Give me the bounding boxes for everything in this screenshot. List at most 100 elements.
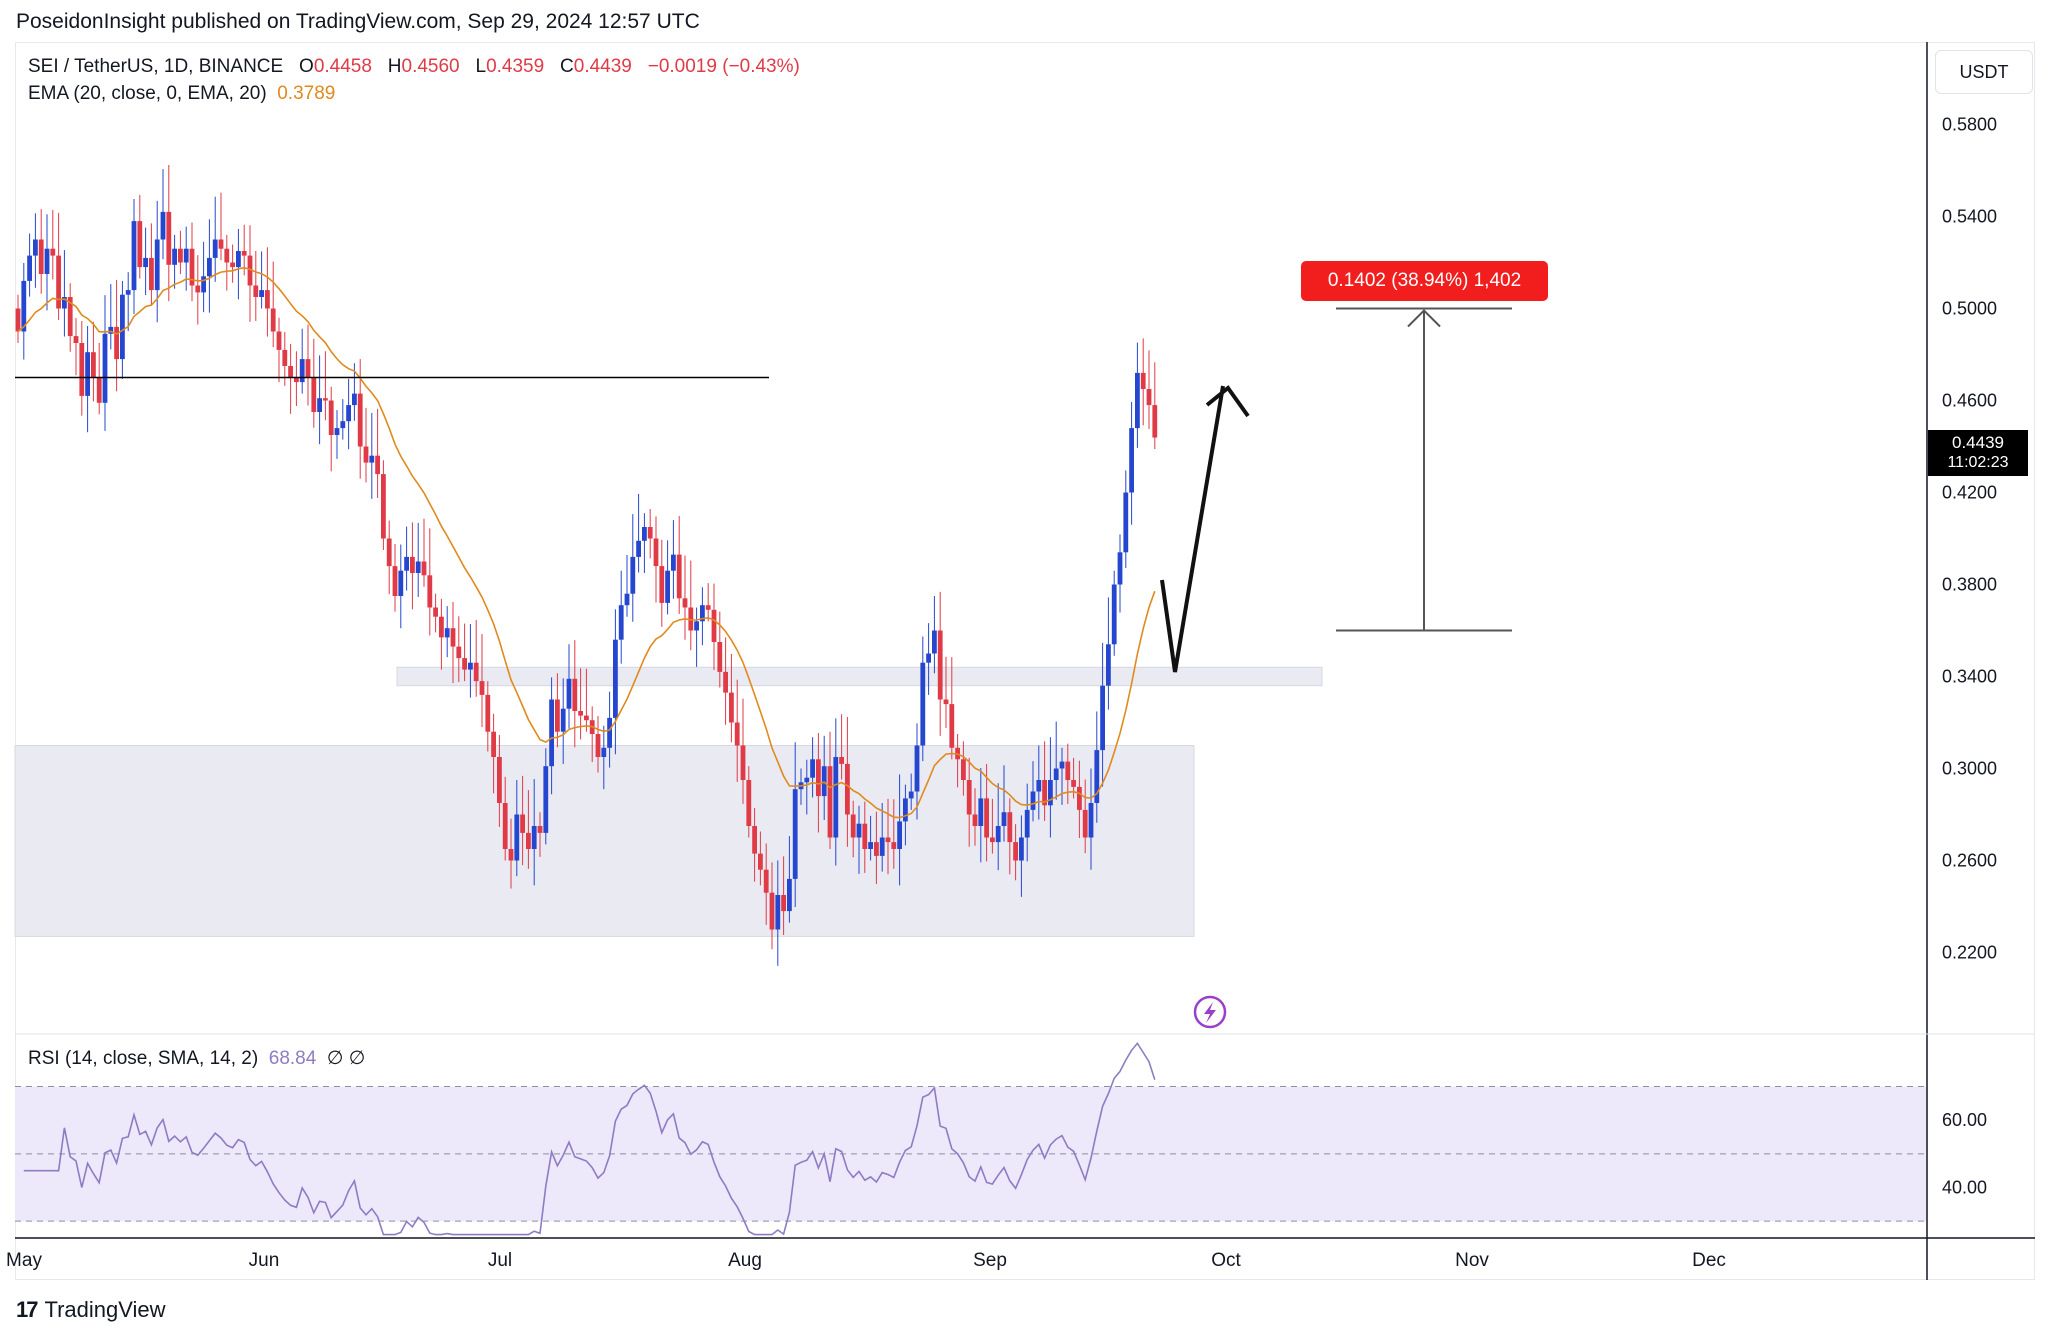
tradingview-mark-icon: 17 — [16, 1297, 39, 1322]
candle-body — [810, 759, 815, 778]
rsi-label: RSI (14, close, SMA, 14, 2) — [28, 1048, 259, 1069]
candle-body — [821, 766, 827, 797]
candle-body — [792, 789, 798, 879]
candle-body — [1111, 584, 1117, 645]
candle-body — [73, 336, 79, 343]
candle-body — [601, 747, 607, 757]
high-value: 0.4560 — [401, 56, 460, 77]
y-tick-label: 0.4600 — [1942, 391, 1997, 411]
ema-value: 0.3789 — [277, 83, 336, 104]
candle-body — [195, 285, 201, 293]
candle-body — [694, 621, 699, 631]
candle-body — [96, 377, 102, 403]
candle-body — [381, 474, 386, 539]
candle-body — [131, 221, 137, 291]
candle-body — [375, 455, 380, 475]
candle-body — [120, 294, 125, 360]
candle-body — [508, 849, 514, 861]
candle-body — [67, 297, 73, 337]
supply-zone — [396, 666, 1323, 687]
candle-body — [642, 527, 647, 541]
candle-body — [421, 561, 427, 576]
candle-body — [265, 290, 270, 309]
candle-body — [125, 290, 131, 295]
candle-body — [149, 257, 154, 291]
candle-body — [850, 814, 856, 838]
x-tick-label: Jun — [249, 1250, 280, 1271]
candle-body — [160, 211, 166, 240]
candle-body — [885, 837, 891, 843]
candle-body — [1094, 750, 1100, 803]
candle-body — [236, 251, 241, 268]
demand-zone — [14, 745, 1195, 937]
low-value: 0.4359 — [486, 56, 545, 77]
candle-body — [514, 814, 520, 861]
ema-legend[interactable]: EMA (20, close, 0, EMA, 20) 0.3789 — [28, 83, 335, 105]
candle-body — [1019, 837, 1024, 861]
candle-body — [827, 766, 833, 838]
candle-body — [566, 678, 572, 709]
candle-body — [183, 248, 189, 263]
symbol-legend: SEI / TetherUS, 1D, BINANCE O0.4458 H0.4… — [28, 56, 800, 78]
y-tick-label: 0.3800 — [1942, 575, 1997, 595]
candle-body — [636, 540, 641, 557]
candle-body — [346, 405, 351, 422]
symbol-name: SEI / TetherUS, 1D, BINANCE — [28, 56, 284, 77]
candle-body — [555, 699, 560, 732]
candle-body — [15, 308, 21, 332]
candle-body — [137, 221, 143, 268]
candle-body — [1082, 809, 1088, 838]
candle-body — [978, 798, 984, 826]
candle-body — [804, 777, 810, 783]
candle-body — [943, 699, 949, 705]
candle-body — [1024, 809, 1030, 838]
candle-body — [758, 853, 763, 870]
candle-body — [914, 745, 920, 792]
candle-body — [404, 556, 409, 571]
candle-body — [294, 377, 299, 383]
candle-body — [856, 823, 862, 838]
candle-body — [1048, 780, 1053, 806]
candle-body — [584, 715, 589, 721]
candle-body — [259, 290, 264, 297]
currency-button[interactable]: USDT — [1935, 50, 2033, 94]
rsi-layer — [15, 1041, 1927, 1236]
candle-body — [926, 653, 931, 663]
candle-body — [473, 662, 479, 682]
last-price: 0.4439 — [1952, 433, 2004, 452]
candle-body — [328, 400, 334, 435]
open-label: O — [299, 56, 314, 77]
candle-body — [520, 814, 525, 833]
candle-body — [984, 798, 989, 838]
candle-body — [212, 239, 218, 258]
candle-body — [38, 239, 44, 274]
candle-body — [891, 842, 897, 849]
candle-body — [1013, 842, 1018, 861]
candle-body — [845, 763, 850, 815]
candle-body — [468, 662, 473, 670]
candle-body — [230, 262, 235, 268]
y-tick-label: 0.5800 — [1942, 115, 1997, 135]
candle-body — [990, 837, 995, 843]
candle-body — [340, 421, 346, 429]
candle-body — [560, 708, 566, 732]
candle-body — [201, 276, 206, 293]
y-tick-label: 0.5400 — [1942, 207, 1997, 227]
candle-body — [1001, 812, 1007, 826]
candle-body — [1140, 372, 1146, 389]
candle-body — [903, 798, 908, 822]
candle-body — [410, 556, 415, 573]
candle-body — [497, 757, 502, 803]
candle-body — [647, 527, 653, 539]
candle-body — [398, 570, 404, 596]
candle-body — [247, 255, 253, 286]
candle-body — [91, 352, 96, 378]
tradingview-logo[interactable]: 17 TradingView — [16, 1297, 166, 1323]
candle-body — [665, 570, 670, 603]
y-tick-label: 0.5000 — [1942, 299, 1997, 319]
candle-body — [966, 780, 972, 815]
candle-body — [56, 255, 61, 309]
rsi-legend[interactable]: RSI (14, close, SMA, 14, 2) 68.84 ∅ ∅ — [28, 1047, 365, 1070]
change-value: −0.0019 (−0.43%) — [647, 56, 800, 77]
